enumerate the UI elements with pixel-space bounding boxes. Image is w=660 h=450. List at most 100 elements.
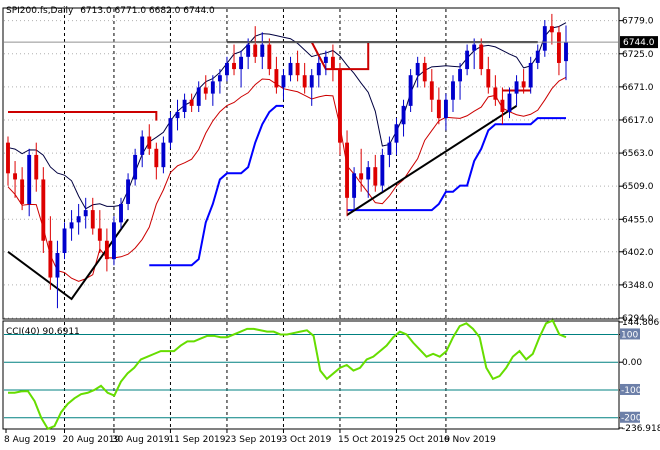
date-tick-label: 11 Sep 2019	[168, 435, 225, 445]
candle-body	[34, 154, 39, 180]
candle-body	[556, 32, 561, 63]
price-tick-label: 6779.0	[622, 17, 654, 27]
candle-body	[133, 154, 138, 180]
candle-body	[549, 26, 554, 33]
candle-body	[422, 62, 427, 82]
candle-body	[500, 99, 505, 112]
date-tick-label: 3 Oct 2019	[281, 435, 331, 445]
cci-tick-label: -100	[621, 386, 642, 396]
candle-body	[373, 167, 378, 186]
date-tick-label: 20 Aug 2019	[63, 435, 121, 445]
candle-body	[69, 222, 74, 229]
candle-body	[41, 179, 46, 241]
candle-body	[535, 50, 540, 63]
candle-body	[147, 136, 152, 149]
candle-body	[542, 26, 547, 51]
cci-level-badge	[620, 383, 640, 395]
upper-envelope-line	[7, 22, 567, 210]
candle-body	[352, 173, 357, 198]
candle-body	[366, 167, 371, 180]
candle-body	[316, 62, 321, 76]
candle-body	[6, 142, 10, 174]
candle-body	[394, 124, 399, 143]
candle-body	[281, 75, 286, 88]
candle-body	[493, 87, 498, 100]
trendline	[7, 218, 129, 301]
candle-body	[458, 69, 462, 82]
current-price-label: 6744.0	[623, 38, 655, 48]
candle-body	[465, 50, 470, 70]
indicator-layer	[7, 22, 567, 301]
candle-body	[443, 99, 448, 119]
ohlc-readout: 6713.0 6771.0 6682.0 6744.0	[80, 6, 215, 16]
candle-body	[338, 69, 342, 143]
candle-body	[486, 69, 491, 88]
candle-body	[217, 75, 222, 82]
candle-body	[451, 81, 455, 100]
candle-body	[210, 81, 215, 94]
candle-body	[380, 154, 385, 186]
cci-tick-label: -200	[621, 414, 642, 424]
price-tick-label: 6348.0	[622, 281, 654, 291]
price-tick-label: 6563.0	[622, 149, 654, 159]
candle-body	[528, 62, 533, 88]
candle-body	[97, 228, 102, 241]
candle-body	[175, 112, 180, 119]
cci-layer	[4, 319, 618, 431]
cci-tick-label: 144.8066	[622, 318, 660, 328]
candle-body	[401, 105, 406, 125]
candle-body	[345, 142, 349, 198]
candle-body	[415, 62, 420, 76]
date-tick-label: 23 Sep 2019	[225, 435, 282, 445]
candle-body	[119, 203, 123, 223]
date-tick-label: 6 Nov 2019	[444, 435, 496, 445]
current-price-badge	[620, 36, 658, 49]
candle-body	[514, 81, 519, 94]
candle-body	[13, 173, 18, 180]
candle-body	[182, 99, 187, 112]
price-tick-label: 6509.0	[622, 182, 654, 192]
candle-body	[112, 222, 116, 260]
candle-body	[48, 240, 53, 278]
candle-body	[76, 216, 81, 223]
candle-body	[564, 42, 568, 62]
candle-body	[260, 44, 265, 57]
price-tick-label: 6671.0	[622, 83, 654, 93]
chart-title: SPI200.fs,Daily 6713.0 6771.0 6682.0 674…	[6, 6, 215, 16]
candle-body	[479, 44, 484, 70]
price-tick-label: 6617.0	[622, 116, 654, 126]
date-tick-label: 30 Aug 2019	[112, 435, 170, 445]
lower-envelope-line	[7, 76, 567, 282]
candle-body	[196, 87, 201, 106]
candle-body	[232, 62, 236, 70]
candle-body	[161, 142, 166, 168]
candle-body	[55, 253, 60, 278]
candles-layer	[6, 13, 568, 309]
resistance-line	[8, 111, 158, 121]
price-tick-label: 6294.0	[622, 314, 654, 324]
candle-body	[62, 228, 67, 254]
candle-body	[288, 62, 293, 76]
price-tick-label: 6402.0	[622, 248, 654, 258]
candle-body	[90, 210, 95, 229]
candle-body	[253, 44, 258, 57]
cci-tick-label: 0.00	[622, 358, 642, 368]
cci-series-line	[8, 319, 567, 431]
candle-body	[225, 62, 229, 76]
support-stop-line	[149, 104, 284, 267]
candle-body	[83, 210, 88, 217]
candle-body	[359, 173, 364, 180]
candle-body	[387, 142, 392, 155]
candle-body	[168, 118, 173, 143]
candle-body	[239, 56, 244, 70]
instrument-name: SPI200.fs,Daily	[6, 6, 74, 16]
date-tick-label: 8 Aug 2019	[4, 435, 56, 445]
candle-body	[27, 154, 32, 204]
cci-tick-label: -236.9184	[622, 424, 660, 434]
support-stop-line	[347, 117, 566, 212]
price-pane	[2, 7, 620, 320]
candle-body	[295, 62, 300, 76]
candle-body	[472, 44, 477, 51]
candle-body	[104, 240, 109, 260]
